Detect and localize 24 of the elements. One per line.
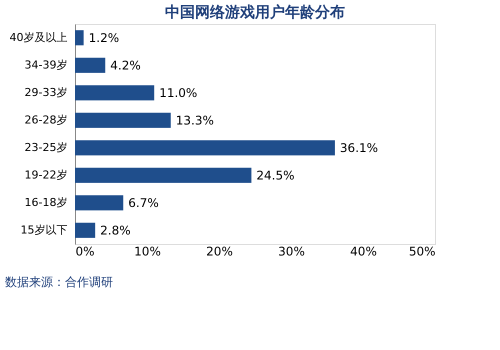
data-label: 13.3% [176,113,214,128]
y-tick-label: 23-25岁 [24,140,68,154]
y-tick-label: 40岁及以上 [10,30,68,44]
data-label: 4.2% [110,58,141,72]
y-tick-label: 29-33岁 [24,86,68,99]
data-label: 1.2% [88,30,120,45]
x-tick-label: 30% [278,244,305,258]
source-note: 数据来源：合作调研 [5,275,113,289]
y-tick-label: 34-39岁 [24,58,68,72]
data-label: 2.8% [100,223,131,238]
data-label: 11.0% [159,86,198,100]
x-tick-label: 40% [350,244,377,258]
chart-title: 中国网络游戏用户年龄分布 [165,3,345,21]
x-tick-label: 10% [134,244,161,258]
x-tick-label: 0% [76,244,95,258]
y-tick-label: 26-28岁 [24,113,68,126]
x-tick-label: 50% [408,244,436,258]
data-label: 6.7% [128,196,159,210]
data-label: 36.1% [340,140,378,155]
y-tick-label: 16-18岁 [24,196,68,209]
data-label: 24.5% [256,168,295,182]
y-tick-label: 15岁以下 [20,223,68,236]
y-tick-label: 19-22岁 [24,168,68,182]
x-tick-label: 20% [206,244,233,258]
